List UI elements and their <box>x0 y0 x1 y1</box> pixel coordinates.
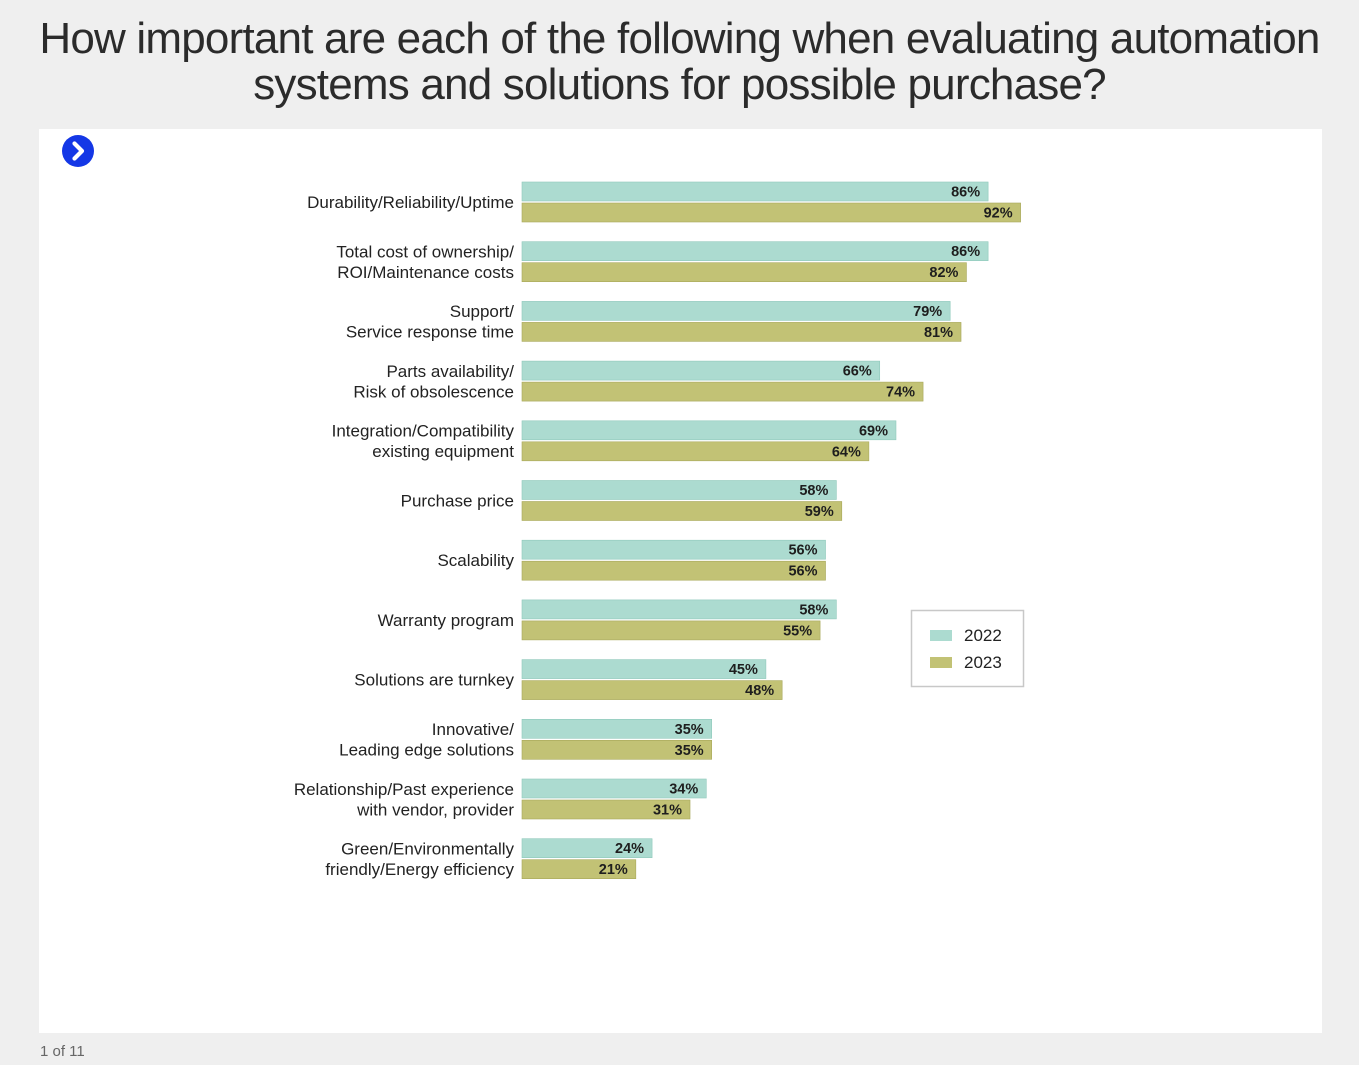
data-label: 31% <box>653 803 682 819</box>
slide-counter: 1 of 11 <box>40 1043 85 1060</box>
bar-2023 <box>521 262 967 283</box>
category-label: Risk of obsolescence <box>353 382 514 401</box>
data-label: 24% <box>615 841 644 857</box>
bar-2023 <box>521 859 637 880</box>
legend-swatch <box>930 657 952 668</box>
data-label: 86% <box>951 185 980 201</box>
category-label: Relationship/Past experience <box>294 780 514 799</box>
category-label: Green/Environmentally <box>341 839 514 858</box>
bar-2022 <box>521 599 837 620</box>
bar-2022 <box>521 539 826 560</box>
bar-2023 <box>521 680 783 700</box>
title-line-1: How important are each of the following … <box>39 14 1320 63</box>
category-label: Service response time <box>346 323 514 342</box>
bar-2023 <box>521 501 843 521</box>
data-label: 59% <box>805 504 834 520</box>
bar-2023 <box>521 739 712 760</box>
legend-label: 2022 <box>964 626 1002 645</box>
page-title: How important are each of the following … <box>0 16 1359 108</box>
legend-label: 2023 <box>964 653 1002 672</box>
chevron-right-icon <box>72 141 85 161</box>
category-label: with vendor, provider <box>356 800 514 819</box>
category-label: existing equipment <box>372 442 514 461</box>
data-label: 35% <box>675 743 704 759</box>
bar-2023 <box>521 620 821 641</box>
bar-2022 <box>521 420 897 441</box>
bar-2022 <box>521 360 881 381</box>
data-label: 56% <box>788 543 817 559</box>
category-label: Scalability <box>437 551 514 570</box>
bar-2022 <box>521 301 951 321</box>
data-label: 82% <box>929 265 958 281</box>
category-label: Total cost of ownership/ <box>336 242 514 261</box>
data-label: 56% <box>788 564 817 580</box>
bar-2022 <box>521 659 767 679</box>
data-label: 45% <box>729 662 758 678</box>
category-label: Solutions are turnkey <box>354 671 514 690</box>
category-label: Innovative/ <box>432 720 514 739</box>
data-label: 21% <box>599 862 628 878</box>
data-label: 48% <box>745 683 774 699</box>
legend-box <box>910 609 1025 688</box>
data-label: 92% <box>984 206 1013 222</box>
category-label: Leading edge solutions <box>339 741 514 760</box>
title-line-2: systems and solutions for possible purch… <box>253 60 1106 109</box>
category-label: Warranty program <box>378 611 514 630</box>
data-label: 58% <box>799 483 828 499</box>
category-label: Purchase price <box>401 492 514 511</box>
bar-2023 <box>521 202 1021 223</box>
data-label: 58% <box>799 602 828 618</box>
bar-2022 <box>521 718 712 739</box>
data-label: 69% <box>859 423 888 439</box>
bar-2023 <box>521 560 826 581</box>
data-label: 66% <box>843 364 872 380</box>
legend-swatch <box>930 630 952 641</box>
bar-2023 <box>521 441 870 462</box>
data-label: 35% <box>675 722 704 738</box>
data-label: 86% <box>951 244 980 260</box>
data-label: 79% <box>913 304 942 320</box>
bar-2022 <box>521 480 837 500</box>
category-label: friendly/Energy efficiency <box>325 860 514 879</box>
category-label: Integration/Compatibility <box>332 422 515 441</box>
data-label: 81% <box>924 325 953 341</box>
bar-2023 <box>521 322 962 342</box>
category-label: Durability/Reliability/Uptime <box>307 193 514 212</box>
category-label: ROI/Maintenance costs <box>337 263 514 282</box>
data-label: 64% <box>832 444 861 460</box>
next-slide-button[interactable] <box>62 135 94 167</box>
category-label: Support/ <box>450 302 515 321</box>
category-label: Parts availability/ <box>386 362 514 381</box>
bar-2023 <box>521 381 924 402</box>
data-label: 34% <box>669 782 698 798</box>
data-label: 74% <box>886 385 915 401</box>
bar-2022 <box>521 778 707 799</box>
bar-2022 <box>521 181 989 202</box>
bar-2022 <box>521 241 989 261</box>
bar-2023 <box>521 799 691 820</box>
data-label: 55% <box>783 623 812 639</box>
bar-2022 <box>521 838 653 859</box>
